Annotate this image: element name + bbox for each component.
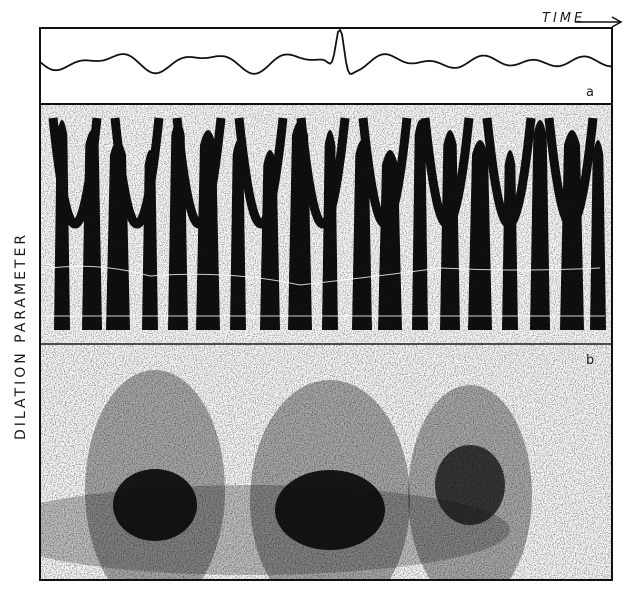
phase-scalogram xyxy=(40,105,612,343)
panel-a-label: a xyxy=(586,85,597,100)
panel-b-label: b xyxy=(586,353,597,368)
time-axis-label: TIME xyxy=(542,11,585,26)
signal-trace xyxy=(40,28,612,75)
modulus-scalogram xyxy=(40,345,612,580)
dilation-axis-label: DILATION PARAMETER xyxy=(13,232,29,440)
time-axis-arrow xyxy=(575,16,623,28)
